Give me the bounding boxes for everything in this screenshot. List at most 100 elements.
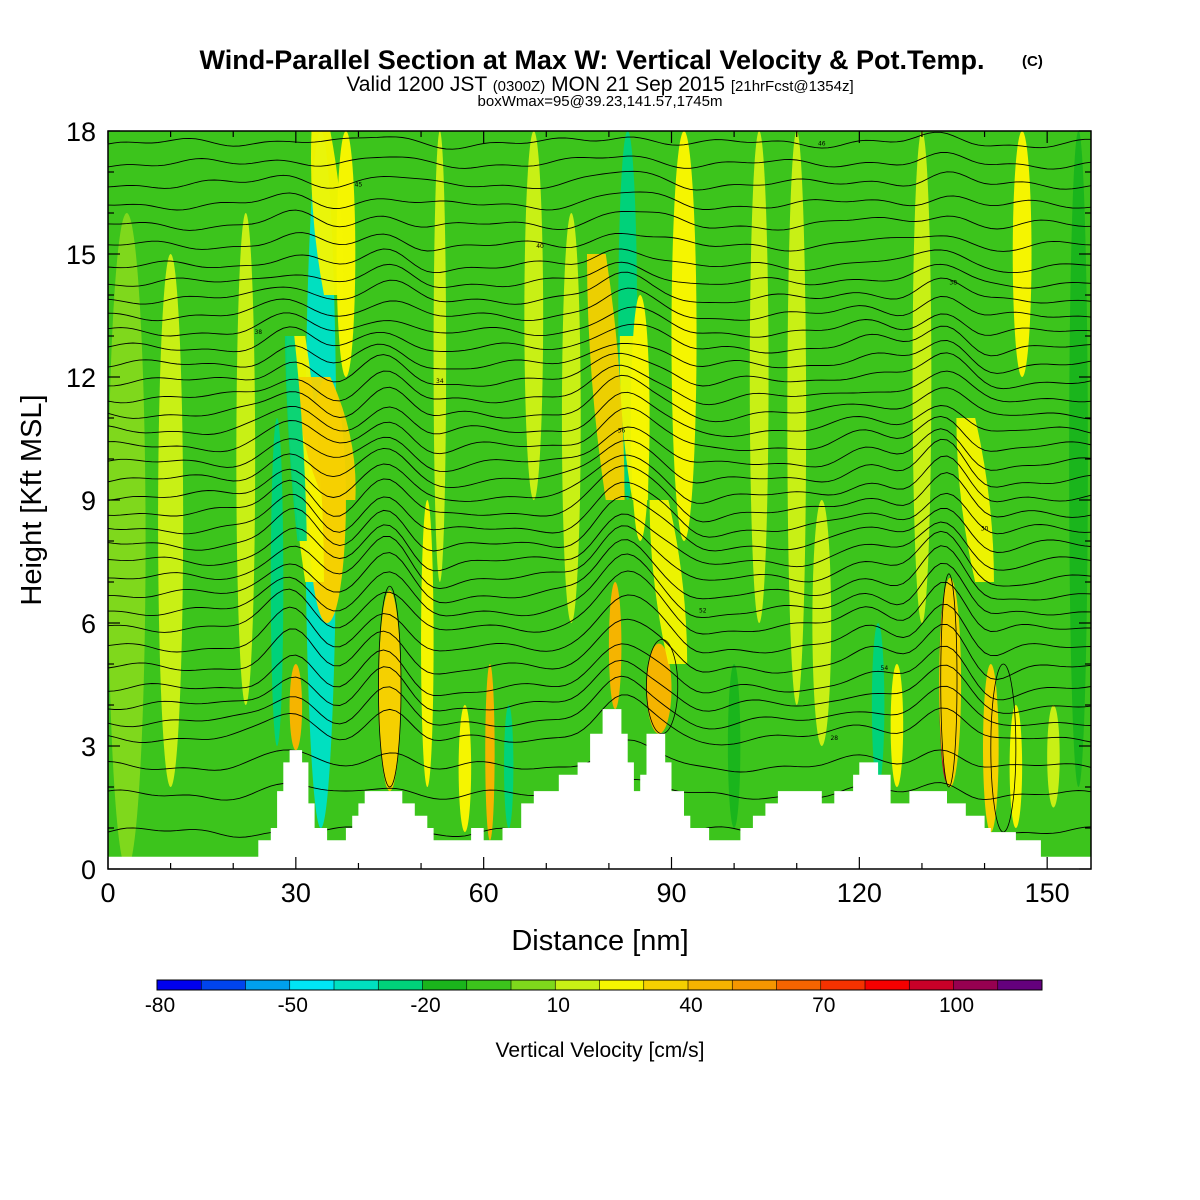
x-tick-label: 0 xyxy=(100,878,115,908)
theta-line-26 xyxy=(108,323,1091,357)
axis-ticks xyxy=(107,130,1091,870)
x-tick-labels: 0 30 60 90 120 150 xyxy=(100,878,1069,908)
chart-subtitle: Valid 1200 JST (0300Z) MON 21 Sep 2015 [… xyxy=(346,73,853,96)
w-region-21 xyxy=(646,643,672,734)
y-axis-label: Height [Kft MSL] xyxy=(16,394,48,605)
colorbar-swatch-13 xyxy=(732,980,777,990)
y-tick-label: 9 xyxy=(81,486,96,516)
w-region-25 xyxy=(787,131,807,705)
colorbar-swatch-10 xyxy=(599,980,645,990)
w-contour-1 xyxy=(940,573,958,788)
theta-line-14 xyxy=(108,496,1091,553)
theta-line-21 xyxy=(108,391,1091,437)
theta-line-8 xyxy=(108,594,1091,657)
colorbar-label: -20 xyxy=(410,994,440,1017)
theta-line-19 xyxy=(108,426,1091,473)
colorbar-label: 70 xyxy=(812,994,835,1017)
w-region-35 xyxy=(1012,131,1032,377)
w-region-22 xyxy=(671,131,697,541)
theta-line-29 xyxy=(108,271,1091,305)
x-tick-label: 90 xyxy=(656,878,686,908)
theta-line-11 xyxy=(108,539,1091,604)
y-tick-labels: 0 3 6 9 12 15 18 xyxy=(66,117,96,885)
colorbar-swatch-8 xyxy=(511,980,556,990)
theta-label-35: 45 xyxy=(355,181,363,188)
colorbar-swatch-11 xyxy=(643,980,689,990)
theta-line-30 xyxy=(108,261,1091,289)
w-region-13 xyxy=(458,705,472,833)
y-tick-label: 18 xyxy=(66,117,96,147)
theta-label-37: 46 xyxy=(818,140,826,147)
theta-line-18 xyxy=(108,438,1091,489)
colorbar-swatch-6 xyxy=(422,980,468,990)
x-axis-label: Distance [nm] xyxy=(511,925,688,957)
colorbar-swatch-16 xyxy=(865,980,910,990)
colorbar-label: 10 xyxy=(547,994,570,1017)
colorbar-swatch-14 xyxy=(776,980,822,990)
theta-line-12 xyxy=(108,525,1091,590)
w-region-12 xyxy=(433,131,447,582)
x-tick-label: 150 xyxy=(1025,878,1070,908)
colorbar-swatch-0 xyxy=(157,980,202,990)
w-region-15 xyxy=(504,705,514,828)
theta-line-5 xyxy=(108,659,1091,714)
w-region-23 xyxy=(727,664,741,828)
y-tick-label: 12 xyxy=(66,363,96,393)
theta-line-34 xyxy=(108,191,1091,211)
w-region-2 xyxy=(198,213,231,869)
w-region-29 xyxy=(912,131,932,623)
colorbar-label: -80 xyxy=(145,994,175,1017)
colorbar-swatch-5 xyxy=(378,980,423,990)
terrain-mask xyxy=(108,709,1091,869)
theta-line-33 xyxy=(108,209,1091,231)
theta-line-24 xyxy=(108,352,1091,390)
theta-line-32 xyxy=(108,232,1091,252)
colorbar-swatch-18 xyxy=(953,980,999,990)
colorbar-swatch-15 xyxy=(820,980,866,990)
subtitle-forecast: [21hrFcst@1354z] xyxy=(731,78,854,95)
theta-line-35 xyxy=(108,170,1091,191)
theta-label-30: 38 xyxy=(949,280,957,287)
x-tick-label: 60 xyxy=(469,878,499,908)
theta-label-3: 28 xyxy=(830,735,838,742)
w-slant-4 xyxy=(619,336,649,500)
colorbar-label: -50 xyxy=(278,994,308,1017)
theta-label-7: 54 xyxy=(881,665,889,672)
theta-line-31 xyxy=(108,248,1091,274)
w-contour-0 xyxy=(378,585,402,788)
colorbar-label: 100 xyxy=(939,994,974,1017)
theta-line-22 xyxy=(108,374,1091,423)
theta-label-24: 34 xyxy=(436,378,444,385)
w-region-27 xyxy=(871,623,885,787)
theta-line-17 xyxy=(108,454,1091,504)
colorbar-label: 40 xyxy=(679,994,702,1017)
colorbar xyxy=(156,979,1043,991)
colorbar-swatch-1 xyxy=(201,980,246,990)
chart-subtitle-2: boxWmax=95@39.23,141.57,1745m xyxy=(478,93,723,110)
w-region-11 xyxy=(421,500,434,787)
y-tick-label: 15 xyxy=(66,240,96,270)
w-slant-2 xyxy=(310,131,344,295)
theta-line-36 xyxy=(108,151,1091,170)
theta-line-23 xyxy=(108,364,1091,406)
w-slant-7 xyxy=(284,336,307,541)
y-tick-label: 0 xyxy=(81,855,96,885)
theta-line-27 xyxy=(108,306,1091,338)
x-tick-label: 30 xyxy=(281,878,311,908)
theta-line-9 xyxy=(108,570,1091,635)
colorbar-swatch-17 xyxy=(909,980,954,990)
colorbar-swatch-19 xyxy=(997,980,1043,990)
w-slant-6 xyxy=(956,418,994,582)
w-region-17 xyxy=(561,213,581,623)
w-region-3 xyxy=(236,213,256,705)
y-tick-label: 3 xyxy=(81,732,96,762)
theta-label-32: 40 xyxy=(536,243,544,250)
w-region-4 xyxy=(270,418,284,746)
colorbar-swatch-3 xyxy=(289,980,335,990)
w-region-10 xyxy=(378,590,401,792)
subtitle-utc: (0300Z) xyxy=(493,78,546,95)
theta-line-20 xyxy=(108,407,1091,455)
plot-area: 28 54 52 30 36 34 38 38 40 45 46 xyxy=(108,131,1091,869)
w-slant-3 xyxy=(586,254,625,500)
